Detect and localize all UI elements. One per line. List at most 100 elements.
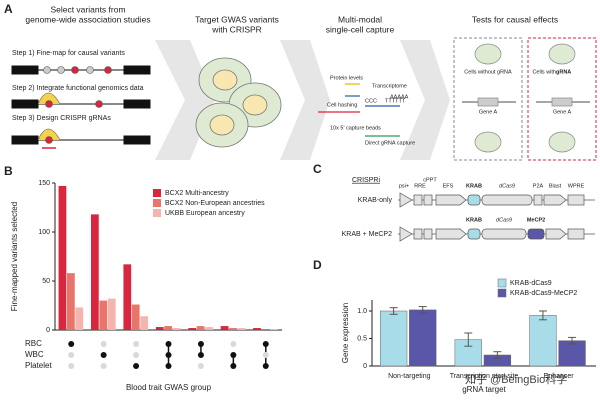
bar <box>99 300 108 330</box>
set-dot <box>197 363 204 369</box>
construct <box>398 192 595 242</box>
legend-swatch <box>153 199 161 207</box>
bar <box>205 327 213 330</box>
set-dot <box>133 363 140 369</box>
heading: CRISPRi <box>352 177 380 184</box>
watermark: 知乎 @BeingBio科学 <box>465 372 567 386</box>
bar <box>140 316 149 330</box>
chevron <box>280 40 330 160</box>
label: Cells without gRNA <box>464 69 512 75</box>
set-dot <box>100 363 107 369</box>
bar <box>253 328 261 330</box>
y-tick-label: 100 <box>38 229 50 236</box>
part: RRE <box>414 183 426 189</box>
panel-a: A Select variants from genome-wide assoc… <box>4 2 597 161</box>
bar <box>229 328 237 330</box>
label: Direct gRNA capture <box>365 140 415 146</box>
part: KRAB <box>466 217 482 223</box>
y-tick-label: 150 <box>38 180 50 187</box>
set-dot <box>68 341 75 347</box>
set-label: RBC <box>25 339 42 348</box>
bar <box>58 185 67 330</box>
step-title: single-cell capture <box>326 24 395 34</box>
set-dot <box>165 363 172 369</box>
cells <box>195 57 282 148</box>
label: CCC <box>365 98 377 104</box>
bar <box>75 307 84 330</box>
set-dot <box>133 341 140 347</box>
variants <box>37 66 112 149</box>
label: Protein levels <box>330 75 363 81</box>
chevron <box>400 40 450 160</box>
capture-lines <box>318 83 400 137</box>
part: P2A <box>533 183 544 189</box>
bar <box>196 326 205 330</box>
label: Cells with <box>532 69 556 75</box>
label: Transcriptome <box>372 83 407 89</box>
set-label: WBC <box>25 350 44 359</box>
x-tick-label: Transcription start site <box>450 373 519 380</box>
label: AAAAA <box>390 94 409 100</box>
y-tick-label: 0 <box>363 363 367 370</box>
bar <box>379 310 408 367</box>
label: 10x 5' capture beads <box>330 125 381 131</box>
part: dCas9 <box>499 183 515 189</box>
set-dot <box>68 352 75 358</box>
step-title: Multi-modal <box>338 14 382 24</box>
y-tick-label: 0 <box>46 327 50 334</box>
part: psi+ <box>399 183 409 189</box>
set-dot <box>165 341 172 347</box>
step: Step 1) Fine-map for causal variants <box>12 50 125 57</box>
row-label: KRAB-only <box>358 197 393 204</box>
bar <box>131 304 140 330</box>
step-title: Select variants from <box>50 4 125 14</box>
bar <box>270 329 278 330</box>
bar <box>409 309 437 367</box>
bar <box>172 328 181 330</box>
legend-label: UKBB European ancestry <box>165 210 245 217</box>
panel-c: C CRISPRi KRAB-only KRAB + MeCP2 psi+ RR… <box>313 162 595 242</box>
step-title: Tests for causal effects <box>472 14 558 24</box>
legend-swatch <box>153 209 161 217</box>
panel-label: B <box>4 164 13 178</box>
set-dot <box>230 341 237 347</box>
set-dot <box>262 363 269 369</box>
bar <box>123 264 132 330</box>
bar <box>155 327 164 330</box>
legend-label: KRAB-dCas9-MeCP2 <box>510 290 577 297</box>
part: dCas9 <box>496 217 512 223</box>
legend-label: KRAB-dCas9 <box>510 280 552 287</box>
set-dot <box>133 352 140 358</box>
label: TTTTTT <box>385 98 406 104</box>
legend-swatch <box>153 189 161 197</box>
legend-swatch <box>497 278 507 288</box>
bar <box>220 326 229 330</box>
x-axis-label: Blood trait GWAS group <box>126 383 212 392</box>
part: KRAB <box>466 183 482 189</box>
set-label: Platelet <box>25 361 52 370</box>
step: Step 3) Design CRISPR gRNAs <box>12 115 111 122</box>
part: WPRE <box>568 183 585 189</box>
set-dot <box>197 341 204 347</box>
x-axis-label: gRNA target <box>462 385 506 394</box>
set-dot <box>230 352 237 358</box>
bar <box>107 298 116 330</box>
step-title: with CRISPR <box>211 24 262 34</box>
set-dot <box>165 352 172 358</box>
x-tick-label: Non-targeting <box>388 373 431 380</box>
label: Gene A <box>479 109 498 115</box>
part: EFS <box>443 183 454 189</box>
bar <box>90 214 99 330</box>
y-tick-label: 1.0 <box>357 308 367 315</box>
bar <box>164 326 173 330</box>
panel-label: A <box>4 2 13 16</box>
y-axis-label: Gene expression <box>341 303 350 363</box>
set-dot <box>68 363 75 369</box>
legend-swatch <box>497 288 507 298</box>
part: cPPT <box>423 177 437 183</box>
bar <box>237 328 246 330</box>
set-dot <box>197 352 204 358</box>
legend-label: BCX2 Non-European ancestries <box>165 200 265 207</box>
bar <box>558 340 586 367</box>
